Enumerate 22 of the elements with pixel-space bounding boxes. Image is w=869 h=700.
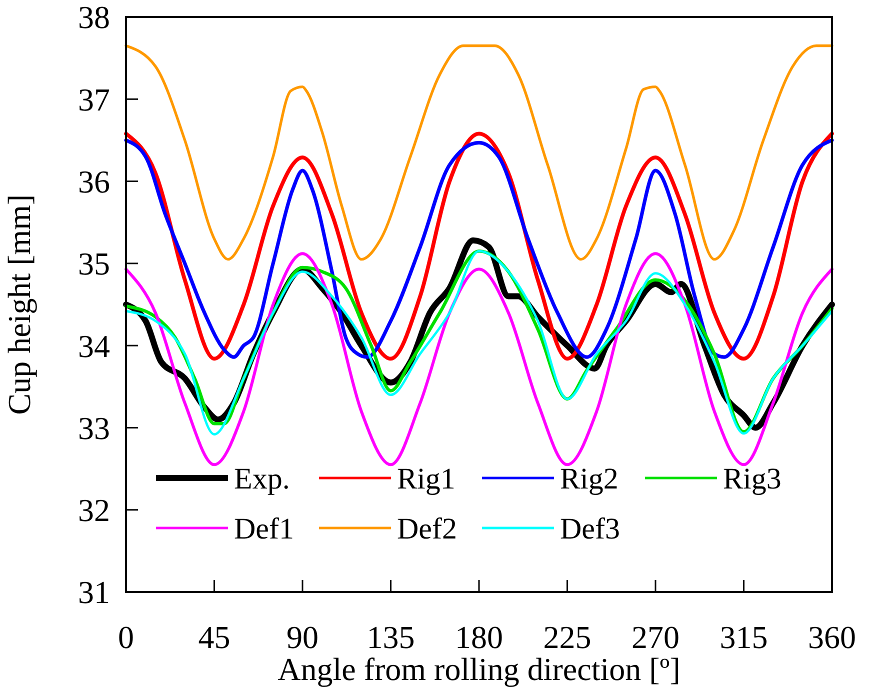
- y-tick-label: 35: [78, 246, 110, 282]
- x-tick-label: 360: [808, 619, 856, 655]
- line-series: [124, 44, 834, 261]
- y-axis-title: Cup height [mm]: [1, 194, 37, 415]
- y-tick-label: 31: [78, 574, 110, 610]
- x-tick-label: 315: [720, 619, 768, 655]
- legend-label: Def3: [560, 512, 620, 546]
- legend-label: Rig3: [723, 462, 782, 496]
- y-tick-label: 34: [78, 328, 110, 364]
- legend-label: Exp.: [234, 462, 290, 496]
- legend-label: Rig2: [560, 462, 618, 496]
- y-tick-label: 38: [78, 0, 110, 36]
- legend-label: Def1: [234, 512, 294, 546]
- y-tick-label: 37: [78, 81, 110, 118]
- legend-label: Def2: [397, 512, 457, 546]
- y-tick-label: 32: [78, 492, 110, 528]
- y-tick-label: 36: [78, 163, 110, 200]
- legend-label: Rig1: [397, 462, 456, 496]
- y-tick-label: 33: [78, 410, 110, 446]
- x-tick-label: 0: [118, 619, 134, 655]
- line-series: [124, 252, 834, 466]
- x-tick-label: 45: [198, 619, 230, 655]
